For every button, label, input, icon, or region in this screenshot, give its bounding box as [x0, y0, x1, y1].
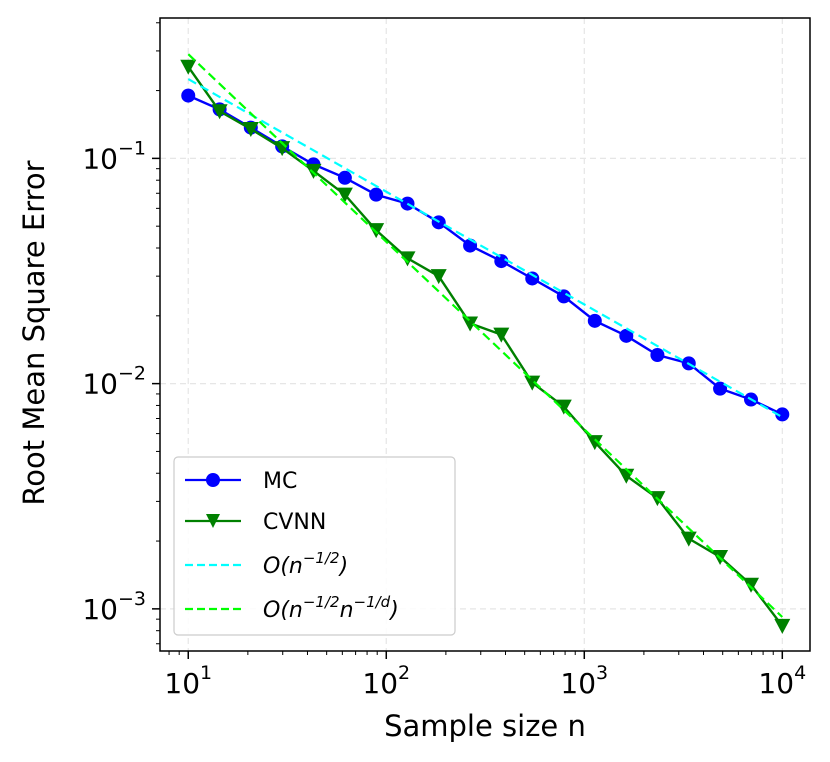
x-axis-label: Sample size n — [384, 709, 586, 743]
legend-rate-half-label: O(n−1/2) — [263, 549, 348, 579]
legend-rate-d-label: O(n−1/2n−1/d) — [263, 593, 399, 623]
y-axis: 10−1 10−2 10−3 — [82, 22, 160, 645]
data-point-cvnn — [774, 618, 791, 634]
grid — [160, 18, 810, 651]
legend-cvnn-label: CVNN — [263, 510, 326, 535]
legend-item-rate-half: O(n−1/2) — [185, 549, 348, 579]
data-point-cvnn — [430, 269, 447, 285]
data-point-cvnn — [274, 141, 291, 157]
data-point-mc — [494, 254, 509, 269]
series-line-rate-d — [187, 53, 784, 618]
data-point-cvnn — [180, 59, 197, 75]
x-tick-label: 103 — [560, 662, 608, 700]
data-point-mc — [587, 313, 602, 328]
plot-series — [180, 53, 791, 634]
x-tick-label: 102 — [362, 662, 410, 700]
x-axis: 101 102 103 104 — [164, 651, 806, 700]
y-axis-label: Root Mean Square Error — [17, 160, 51, 505]
data-point-cvnn — [211, 104, 228, 120]
data-point-mc — [650, 347, 665, 362]
data-point-mc — [525, 271, 540, 286]
data-point-cvnn — [524, 375, 541, 391]
data-point-cvnn — [242, 122, 259, 138]
x-tick-label: 104 — [758, 662, 806, 700]
legend-frame — [173, 456, 456, 636]
data-point-mc — [369, 187, 384, 202]
legend-item-cvnn: CVNN — [185, 510, 326, 535]
data-point-mc — [181, 88, 196, 103]
data-point-cvnn — [336, 187, 353, 203]
data-point-mc — [775, 407, 790, 422]
legend-cvnn-marker — [206, 514, 220, 528]
data-point-cvnn — [462, 316, 479, 332]
data-point-mc — [337, 170, 352, 185]
y-tick-label: 10−2 — [82, 363, 146, 401]
data-point-mc — [619, 328, 634, 343]
legend-item-rate-d: O(n−1/2n−1/d) — [185, 593, 399, 623]
data-point-cvnn — [493, 327, 510, 343]
legend-item-mc: MC — [185, 469, 297, 494]
plot-frame — [159, 17, 811, 652]
y-tick-label: 10−3 — [82, 588, 146, 626]
data-point-mc — [713, 381, 728, 396]
data-point-cvnn — [399, 251, 416, 267]
data-point-cvnn — [618, 468, 635, 484]
data-point-cvnn — [743, 577, 760, 593]
data-point-cvnn — [680, 531, 697, 547]
legend-mc-marker — [206, 473, 220, 487]
legend-mc-label: MC — [263, 469, 297, 494]
legend: MC CVNN O(n−1/2) O(n−1/2n−1/d) — [173, 456, 456, 636]
series-line-rate-half — [187, 78, 783, 419]
x-tick-label: 101 — [164, 662, 212, 700]
data-point-cvnn — [555, 399, 572, 415]
data-point-cvnn — [586, 435, 603, 451]
data-point-mc — [556, 289, 571, 304]
y-tick-label: 10−1 — [82, 137, 146, 175]
